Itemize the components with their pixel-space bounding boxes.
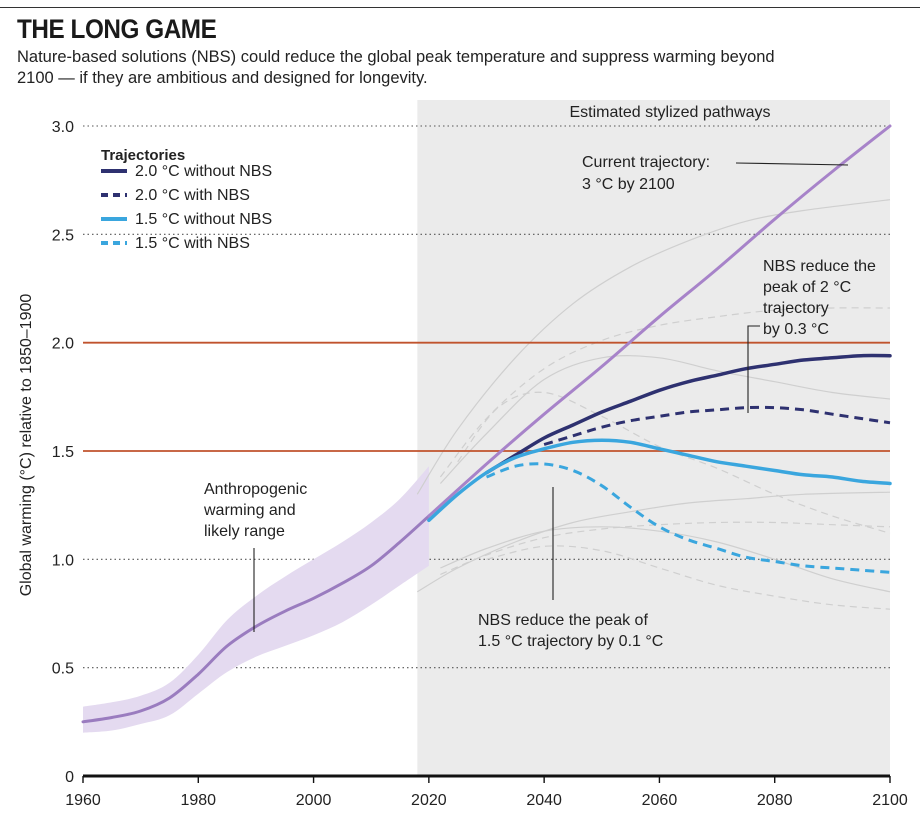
annotation-nbs-one-five: NBS reduce the peak of 1.5 °C trajectory…: [478, 612, 663, 650]
legend-item-label: 1.5 °C without NBS: [135, 211, 272, 228]
legend-item-label: 2.0 °C with NBS: [135, 187, 250, 204]
likely-range-band: [83, 466, 429, 733]
y-tick-label: 0: [65, 769, 74, 786]
legend-items: 2.0 °C without NBS 2.0 °C with NBS 1.5 °C …: [101, 163, 272, 252]
annotation-anthropogenic-line-1: Anthropogenic: [204, 481, 307, 498]
x-tick-label: 1960: [65, 792, 101, 809]
annotation-current-line-1: Current trajectory:: [582, 154, 710, 171]
series-line-historical: [81, 514, 431, 724]
y-tick-label: 1.0: [52, 552, 74, 569]
annotation-nbs-two-c-line-2: peak of 2 °C: [763, 279, 851, 296]
background-curve: [457, 391, 891, 534]
series-line-two-c-with: [543, 405, 891, 446]
x-tick-label: 2080: [757, 792, 793, 809]
top-rule: [0, 7, 920, 8]
series-layer: [81, 124, 892, 724]
annotation-nbs-two-c-line-4: by 0.3 °C: [763, 321, 829, 338]
background-curve: [486, 545, 891, 610]
annotation-anthropogenic: Anthropogenic warming and likely range: [203, 481, 307, 540]
annotation-current-trajectory: Current trajectory: 3 °C by 2100: [582, 154, 710, 193]
legend-item-label: 1.5 °C with NBS: [135, 235, 250, 252]
y-axis-label: Global warming (°C) relative to 1850–190…: [18, 294, 35, 597]
legend-title: Trajectories: [101, 147, 185, 164]
y-tick-label: 2.5: [52, 227, 74, 244]
axes-layer: 1960 1980 2000 2020 2040 2060 2080 2100 0 0.5 1.0 1…: [52, 119, 908, 809]
annotation-nbs-two-c: NBS reduce the peak of 2 °C trajectory b…: [763, 258, 876, 338]
background-curves-layer: [416, 199, 891, 610]
shaded-region-label: Estimated stylized pathways: [570, 104, 771, 121]
series-line-one-five-without: [427, 438, 892, 523]
y-tick-label: 0.5: [52, 661, 74, 678]
series-line-one-five-with: [485, 462, 891, 574]
annotation-current-line-2: 3 °C by 2100: [582, 176, 675, 193]
annotation-nbs-two-c-line-1: NBS reduce the: [763, 258, 876, 275]
background-curve: [440, 526, 891, 593]
leader-nbs-two-c: [747, 325, 760, 413]
x-tick-label: 2000: [296, 792, 332, 809]
threshold-lines-layer: [83, 341, 890, 452]
chart-subtitle: Nature-based solutions (NBS) could reduc…: [17, 48, 775, 87]
likely-range-layer: [83, 466, 429, 733]
y-tick-label: 1.5: [52, 444, 74, 461]
y-tick-label: 2.0: [52, 336, 74, 353]
background-curve: [439, 355, 891, 484]
series-line-two-c-without: [484, 353, 892, 475]
y-tick-label: 3.0: [52, 119, 74, 136]
chart-title: THE LONG GAME: [17, 14, 217, 44]
annotation-anthropogenic-line-3: likely range: [204, 523, 285, 540]
shaded-region-layer: [417, 100, 890, 776]
x-tick-label: 2040: [526, 792, 562, 809]
projection-shading: [417, 100, 890, 776]
x-tick-label: 2020: [411, 792, 447, 809]
leader-current-trajectory: [735, 162, 849, 166]
background-curve: [416, 199, 891, 495]
x-tick-label: 1980: [180, 792, 216, 809]
annotation-nbs-two-c-line-3: trajectory: [763, 300, 829, 317]
legend-item-label: 2.0 °C without NBS: [135, 163, 272, 180]
annotation-nbs-one-five-line-1: NBS reduce the peak of: [478, 612, 648, 629]
annotation-nbs-one-five-line-2: 1.5 °C trajectory by 0.1 °C: [478, 633, 663, 650]
x-tick-label: 2100: [872, 792, 908, 809]
x-tick-label: 2060: [642, 792, 678, 809]
background-curve: [439, 307, 891, 478]
series-line-current: [427, 124, 892, 518]
leader-lines-layer: [253, 162, 849, 632]
annotation-anthropogenic-line-2: warming and: [203, 502, 296, 519]
